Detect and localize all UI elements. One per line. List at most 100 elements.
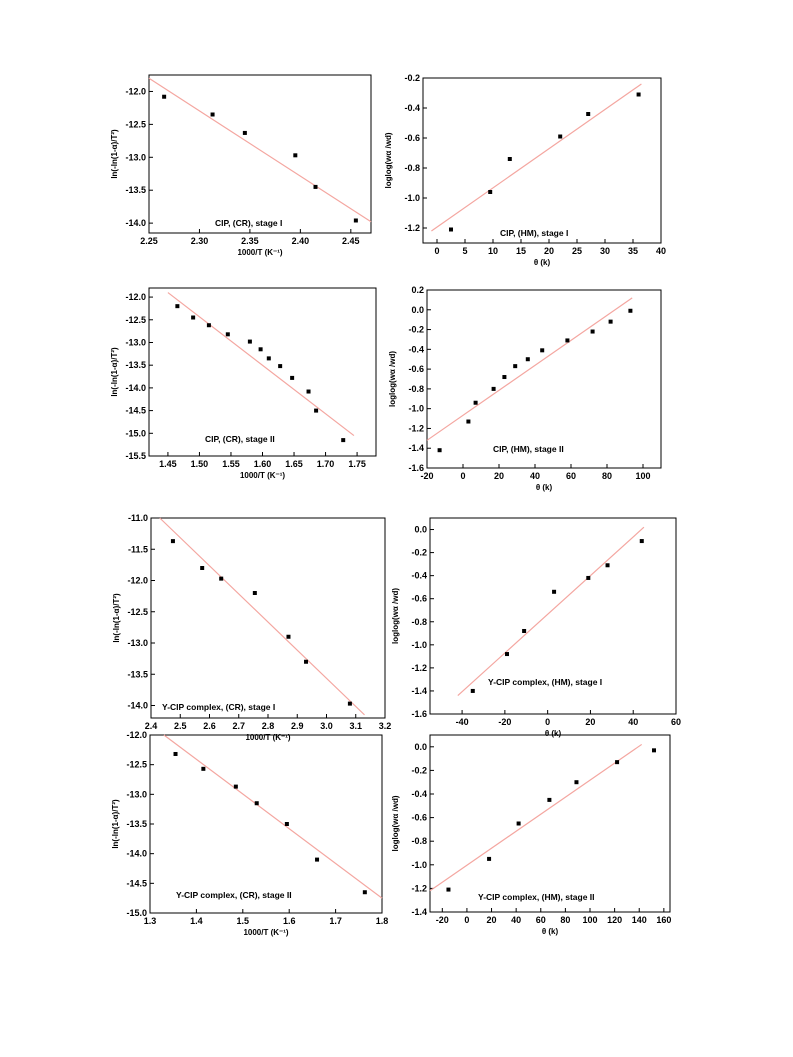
y-tick-label: -11.5 (128, 544, 148, 554)
data-point (219, 576, 224, 581)
data-point (233, 784, 238, 789)
x-tick-label: 160 (656, 915, 671, 925)
y-tick-label: -1.0 (404, 193, 420, 203)
y-tick-label: -13.0 (126, 789, 147, 799)
y-tick-label: -1.0 (411, 860, 427, 870)
data-point (516, 821, 521, 826)
y-tick-label: -1.0 (408, 404, 424, 414)
y-tick-label: -13.0 (125, 152, 146, 162)
y-tick-label: -15.0 (126, 908, 147, 918)
data-point (341, 438, 346, 443)
y-tick-label: -0.8 (411, 836, 427, 846)
x-tick-label: 3.0 (320, 721, 333, 731)
fit-line (429, 743, 643, 892)
y-tick-label: -0.6 (404, 133, 420, 143)
chart-panel-7: 1.3 1.4 1.5 1.6 1.7 1.8 -12.0 -12.5 -13.0 -13.5 -1… (111, 730, 388, 937)
x-tick-label: 2.40 (292, 236, 310, 246)
data-point (586, 575, 591, 580)
y-tick-label: -14.5 (126, 878, 147, 888)
x-tick-label: 60 (671, 717, 681, 727)
x-tick-label: 20 (487, 915, 497, 925)
panel-annotation: Y-CIP complex, (HM), stage I (488, 677, 602, 687)
y-tick-label: -14.0 (127, 701, 148, 711)
data-point (446, 887, 451, 892)
data-point (242, 130, 247, 135)
x-tick-label: 1.70 (317, 459, 335, 469)
y-tick-label: 0.2 (411, 285, 424, 295)
x-tick-label: 1.4 (190, 916, 203, 926)
x-tick-label: 2.35 (241, 236, 259, 246)
x-tick-label: 20 (585, 717, 595, 727)
plot-frame (429, 517, 677, 715)
data-point (191, 315, 196, 320)
data-point (200, 566, 205, 570)
fit-line (457, 526, 645, 696)
data-point (605, 563, 610, 568)
y-tick-label: -0.8 (408, 384, 424, 394)
chart-panel-8: -20 0 20 40 60 80 100 120 140 160 0.0 -0.2 -0.4 -0.6 -… (391, 734, 671, 936)
data-point (466, 419, 471, 424)
x-tick-label: 40 (511, 915, 521, 925)
x-tick-label: 80 (560, 915, 570, 925)
y-tick-label: -13.5 (126, 819, 147, 829)
x-tick-label: 3.1 (349, 721, 362, 731)
x-axis-label: θ (k) (542, 927, 559, 936)
panel-annotation: CIP, (CR), stage I (215, 218, 282, 228)
x-tick-label: 1.75 (348, 459, 366, 469)
y-tick-label: 0.0 (414, 525, 427, 535)
data-point (513, 364, 518, 369)
y-tick-label: -1.2 (404, 223, 420, 233)
y-tick-label: -14.5 (125, 406, 146, 416)
y-tick-label: -12.0 (125, 292, 146, 302)
data-point (628, 308, 633, 313)
x-tick-label: 0 (545, 717, 550, 727)
y-tick-label: -14.0 (125, 218, 146, 228)
chart-panel-2: 0 5 10 15 20 25 30 35 40 -0.2 -0.4 -0.6 -0.8 -1.0 -1.2… (384, 73, 666, 267)
x-tick-label: -20 (498, 717, 511, 727)
x-tick-label: 140 (632, 915, 647, 925)
y-tick-label: -11.0 (128, 513, 148, 523)
y-axis-label: ln(-ln(1-α)/T²) (111, 799, 120, 849)
data-point (278, 364, 283, 369)
data-point (437, 448, 442, 453)
y-tick-label: -1.2 (408, 423, 424, 433)
x-tick-label: 2.9 (291, 721, 304, 731)
y-tick-label: -1.4 (408, 443, 424, 453)
data-point (170, 539, 175, 544)
x-axis-label: 1000/T (K⁻¹) (237, 248, 282, 257)
y-tick-label: -1.0 (411, 640, 427, 650)
x-tick-label: 0 (434, 246, 439, 256)
x-tick-label: -40 (456, 717, 469, 727)
x-tick-label: 2.45 (342, 236, 360, 246)
x-tick-label: 2.5 (174, 721, 187, 731)
x-tick-label: 1.8 (376, 916, 389, 926)
panel-annotation: CIP, (HM), stage II (493, 444, 564, 454)
y-axis-label: loglog(wα /wd) (391, 588, 400, 644)
data-point (525, 357, 530, 362)
y-tick-label: -0.8 (411, 617, 427, 627)
x-tick-label: 30 (600, 246, 610, 256)
data-point (290, 375, 295, 380)
chart-panel-6: -40 -20 0 20 40 60 0.0 -0.2 -0.4 -0.6 -0.8 -1.0 -1.2… (391, 517, 681, 738)
x-tick-label: 35 (628, 246, 638, 256)
x-tick-label: 2.7 (232, 721, 245, 731)
y-tick-label: -0.6 (411, 813, 427, 823)
x-tick-label: 40 (628, 717, 638, 727)
x-tick-label: 1.50 (191, 459, 209, 469)
y-tick-label: -1.6 (411, 709, 427, 719)
x-tick-label: 80 (602, 471, 612, 481)
data-point (362, 890, 367, 895)
x-tick-label: 2.25 (140, 236, 158, 246)
x-tick-label: 1.6 (283, 916, 296, 926)
x-tick-label: 2.4 (145, 721, 158, 731)
x-tick-label: 2.6 (203, 721, 216, 731)
data-point (254, 801, 259, 806)
y-tick-label: -0.2 (411, 548, 427, 558)
x-axis-label: 1000/T (K⁻¹) (240, 471, 285, 480)
data-point (449, 227, 453, 232)
plot-frame (150, 517, 386, 719)
data-point (225, 332, 230, 337)
y-tick-label: -13.5 (127, 669, 148, 679)
panel-annotation: CIP, (HM), stage I (500, 228, 568, 238)
y-axis-label: loglog(wα /wd) (384, 132, 393, 188)
